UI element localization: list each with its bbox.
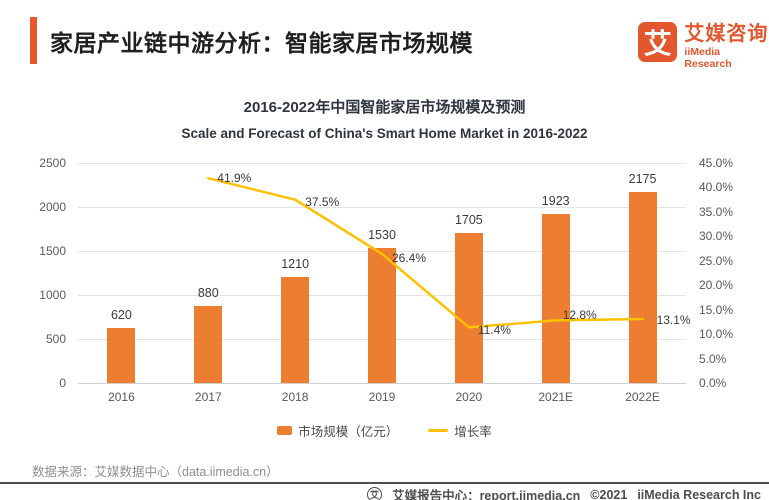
bar-value-label: 620 (110, 308, 132, 323)
iimedia-badge-icon: 艾 (367, 487, 383, 500)
growth-rate-label: 13.1% (656, 312, 691, 327)
chart-titles: 2016-2022年中国智能家居市场规模及预测 Scale and Foreca… (0, 96, 769, 141)
data-source-note: 数据来源：艾媒数据中心（data.iimedia.cn） (32, 465, 279, 479)
left-axis-tick: 1500 (39, 244, 66, 258)
chart-area: 0 500 1000 1500 2000 2500 620 880 1210 1530 1705 1… (0, 156, 769, 413)
page-title: 家居产业链中游分析：智能家居市场规模 (50, 30, 473, 56)
x-axis-label: 2019 (368, 390, 396, 404)
bar-value-label: 1923 (541, 193, 570, 208)
growth-line (207, 176, 644, 329)
right-axis-tick: 25.0% (699, 253, 734, 268)
right-axis-tick: 35.0% (699, 204, 734, 219)
logo-glyph: 艾 (643, 28, 672, 59)
right-axis-tick: 15.0% (699, 302, 734, 317)
iimedia-logo: 艾 艾媒咨询 iiMedia Research (638, 22, 769, 70)
logo-name-en: iiMedia Research (684, 46, 732, 70)
growth-line-svg (207, 176, 644, 329)
right-axis-tick: 40.0% (699, 180, 734, 195)
footer-report-center: 艾媒报告中心：report.iimedia.cn (392, 489, 581, 500)
footer-company: iiMedia Research Inc (637, 487, 761, 500)
x-axis-label: 2021E (538, 390, 574, 404)
right-axis-tick: 5.0% (699, 351, 727, 366)
right-axis-tick: 0.0% (699, 376, 727, 390)
bar-2021E (541, 213, 570, 383)
left-axis-tick: 2500 (39, 156, 66, 170)
bar-value-label: 1210 (281, 256, 310, 271)
bar-2017 (194, 305, 223, 383)
gridline (78, 382, 686, 384)
line-swatch-icon (428, 429, 449, 432)
x-axis-label: 2017 (194, 390, 222, 404)
growth-rate-label: 41.9% (217, 171, 252, 186)
plot-area: 620 880 1210 1530 1705 1923 2175 41.9% 37.5% 26.4… (78, 162, 691, 384)
right-axis-tick: 45.0% (699, 156, 734, 170)
growth-rate-label: 12.8% (562, 308, 597, 323)
footer-divider (0, 482, 769, 484)
bar-value-label: 880 (197, 285, 219, 300)
bar-value-label: 1530 (368, 228, 396, 243)
left-axis: 0 500 1000 1500 2000 2500 (0, 156, 72, 390)
chart-title-cn: 2016-2022年中国智能家居市场规模及预测 (243, 99, 526, 116)
right-axis: 0.0% 5.0% 10.0% 15.0% 20.0% 25.0% 30.0% 35.0% 40… (694, 156, 769, 390)
bar-value-label: 2175 (628, 171, 657, 186)
footer-copyright: ©2021 (590, 487, 628, 500)
legend-label-growth-rate: 增长率 (454, 425, 492, 439)
left-axis-tick: 0 (59, 376, 66, 390)
legend-label-market-scale: 市场规模（亿元） (298, 425, 399, 439)
right-axis-tick: 10.0% (699, 327, 734, 342)
left-axis-tick: 2000 (39, 200, 66, 214)
bar-value-label: 1705 (454, 212, 483, 227)
growth-rate-label: 26.4% (392, 250, 427, 265)
right-axis-tick: 30.0% (699, 229, 734, 244)
bar-2019 (368, 248, 396, 383)
gridline (78, 162, 686, 164)
growth-rate-label: 37.5% (305, 194, 340, 209)
x-axis: 2016 2017 2018 2019 2020 2021E 2022E (78, 390, 686, 408)
x-axis-label: 2016 (108, 390, 135, 404)
chart-legend: 市场规模（亿元） 增长率 (0, 421, 769, 440)
x-axis-label: 2022E (625, 390, 660, 404)
bar-swatch-icon (277, 426, 293, 435)
logo-name-cn: 艾媒咨询 (684, 23, 769, 45)
bar-2022E (628, 191, 657, 383)
x-axis-label: 2020 (455, 390, 483, 404)
legend-item-growth-rate: 增长率 (428, 421, 492, 440)
bar-2016 (107, 328, 136, 383)
left-axis-tick: 1000 (39, 288, 66, 302)
growth-rate-label: 11.4% (477, 323, 511, 338)
x-axis-label: 2018 (281, 390, 309, 404)
bar-2018 (281, 276, 310, 383)
iimedia-logo-icon: 艾 (638, 22, 678, 62)
left-axis-tick: 500 (45, 332, 66, 346)
footer: 艾 艾媒报告中心：report.iimedia.cn ©2021 iiMedia… (367, 485, 761, 500)
logo-text: 艾媒咨询 iiMedia Research (684, 22, 769, 70)
title-accent-bar (30, 17, 37, 64)
right-axis-tick: 20.0% (699, 278, 734, 293)
bar-2020 (454, 232, 483, 383)
gridline (78, 206, 686, 208)
legend-item-market-scale: 市场规模（亿元） (277, 421, 398, 440)
chart-title-en: Scale and Forecast of China's Smart Home… (181, 126, 588, 141)
